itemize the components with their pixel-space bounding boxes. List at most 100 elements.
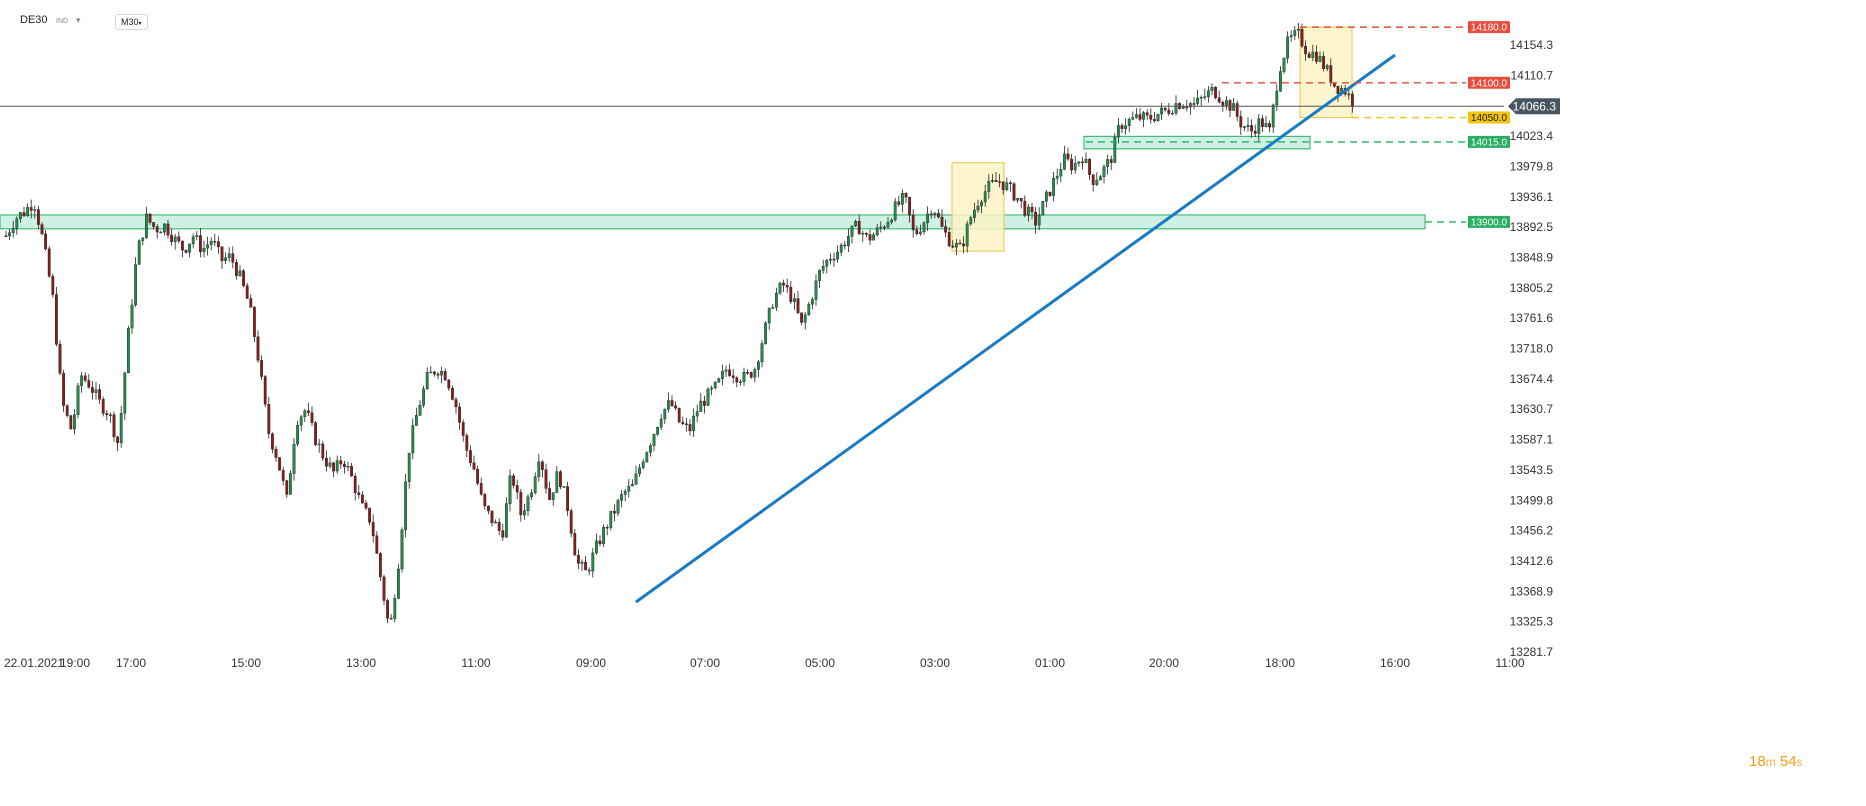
candle xyxy=(847,228,850,252)
candles-layer xyxy=(4,22,1354,624)
candle-body xyxy=(141,237,145,241)
candle xyxy=(1199,95,1203,107)
candle-body xyxy=(645,452,649,463)
candle-body xyxy=(220,246,224,261)
candle-body xyxy=(116,436,120,444)
indicator-label[interactable]: IND xyxy=(56,18,69,25)
candle xyxy=(1059,162,1063,183)
level-tag: 14180.0 xyxy=(1468,21,1510,34)
candle-body xyxy=(62,373,66,406)
candle-body xyxy=(674,405,678,409)
candle xyxy=(58,340,62,376)
candle xyxy=(1149,108,1153,124)
candle xyxy=(760,340,764,368)
trendline xyxy=(635,53,1396,604)
candle xyxy=(433,370,436,377)
symbol-label[interactable]: DE30 xyxy=(20,14,48,26)
candle xyxy=(803,311,807,330)
candle-body xyxy=(447,379,451,389)
candle-body xyxy=(580,561,584,564)
candle-body xyxy=(1044,191,1048,202)
candle xyxy=(562,486,566,488)
y-tick-label: 14154.3 xyxy=(1510,38,1554,52)
candle xyxy=(1289,30,1293,42)
chevron-down-icon[interactable]: ▾ xyxy=(76,15,81,25)
candle xyxy=(188,243,191,258)
candle-body xyxy=(1098,176,1102,181)
candle-body xyxy=(361,494,364,504)
y-tick-label: 13848.9 xyxy=(1510,250,1554,264)
timeframe-button[interactable]: M30▾ xyxy=(115,14,148,30)
candle xyxy=(868,229,872,245)
candle-body xyxy=(1109,159,1113,163)
level-tag-label: 14180.0 xyxy=(1471,23,1508,34)
candle xyxy=(1170,110,1174,115)
candle xyxy=(1188,101,1192,115)
candle-body xyxy=(893,201,897,221)
candle-body xyxy=(749,372,753,378)
candle xyxy=(901,189,904,213)
candle-body xyxy=(454,399,458,408)
candle xyxy=(339,455,343,469)
candle-body xyxy=(623,491,627,495)
candle xyxy=(72,409,76,435)
candle-body xyxy=(231,253,235,263)
candle-body xyxy=(620,494,624,501)
candle xyxy=(209,237,213,251)
candle-body xyxy=(1070,158,1074,171)
candle-body xyxy=(357,492,361,496)
candle-body xyxy=(429,371,433,374)
candle xyxy=(170,228,173,246)
level-tag-label: 14015.0 xyxy=(1471,137,1508,148)
candle-body xyxy=(1314,51,1318,62)
candle-body xyxy=(1142,112,1146,120)
x-tick-label: 22.01.2021 xyxy=(4,656,64,670)
candle-body xyxy=(1307,53,1311,58)
candle-body xyxy=(443,371,447,381)
candle xyxy=(1307,51,1311,59)
candle xyxy=(1098,174,1102,181)
candle xyxy=(789,281,793,305)
candle xyxy=(364,500,368,511)
candle xyxy=(785,278,789,293)
candle-body xyxy=(281,470,285,481)
candle-body xyxy=(1012,183,1016,201)
candle-body xyxy=(137,240,141,265)
candle-body xyxy=(904,193,908,198)
candle xyxy=(656,426,660,436)
candle-body xyxy=(1001,181,1005,190)
candle-body xyxy=(451,388,454,400)
candle-body xyxy=(670,400,674,406)
candle xyxy=(605,524,609,536)
candle xyxy=(983,184,987,207)
candle xyxy=(893,198,897,222)
candle-body xyxy=(274,448,278,458)
candle xyxy=(26,203,29,218)
candle xyxy=(1296,22,1300,39)
candle xyxy=(278,457,281,471)
candle-body xyxy=(807,303,811,315)
candle-body xyxy=(386,600,389,619)
candle-body xyxy=(677,407,681,423)
candle xyxy=(148,213,152,225)
candle-body xyxy=(1088,158,1092,175)
candle-body xyxy=(108,414,112,416)
candle xyxy=(80,372,84,393)
candle-body xyxy=(544,469,548,489)
candle-body xyxy=(505,503,508,538)
candle-body xyxy=(425,372,429,390)
candle xyxy=(90,381,94,400)
candle xyxy=(234,259,238,280)
candle-body xyxy=(1210,87,1214,91)
candle-body xyxy=(37,209,40,225)
candle xyxy=(1214,86,1218,100)
x-tick-label: 01:00 xyxy=(1035,656,1065,670)
candle xyxy=(1052,171,1056,202)
candle xyxy=(721,364,724,386)
candle xyxy=(220,246,224,269)
candle xyxy=(271,432,274,454)
candle-body xyxy=(519,491,523,516)
candle-body xyxy=(1009,182,1012,184)
candle xyxy=(1102,164,1106,184)
